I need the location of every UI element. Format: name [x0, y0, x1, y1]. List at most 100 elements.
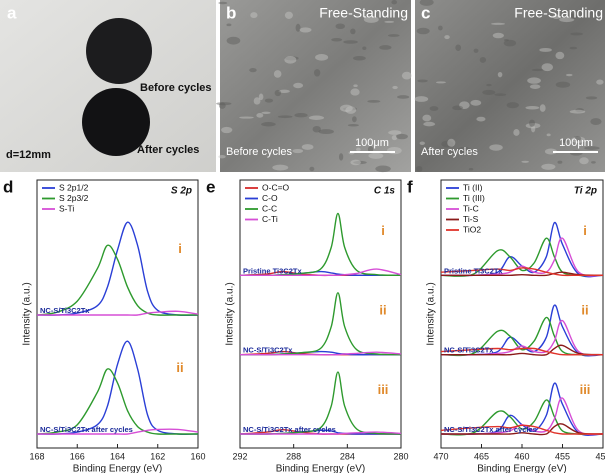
legend-label: S-Ti — [59, 203, 74, 213]
texture-spot — [277, 115, 293, 119]
texture-spot — [566, 73, 573, 77]
texture-spot — [482, 89, 496, 95]
texture-spot — [415, 165, 423, 172]
x-tick-label: 166 — [70, 451, 85, 461]
texture-spot — [226, 36, 241, 45]
spectrum-component — [240, 351, 402, 356]
spectrum-component — [441, 344, 604, 356]
texture-spot — [422, 114, 432, 122]
texture-spot — [419, 141, 425, 145]
texture-spot — [441, 140, 454, 148]
sample-label: Pristine Ti3C2Tx — [243, 266, 302, 275]
spectrum-component — [441, 271, 604, 277]
spectrum-label: ii — [379, 302, 386, 317]
panel-letter: e — [206, 177, 215, 196]
texture-spot — [340, 104, 353, 112]
x-tick-label: 460 — [514, 451, 529, 461]
disk-label: After cycles — [137, 144, 199, 156]
texture-spot — [521, 160, 530, 163]
x-axis-label: Binding Energy (eV) — [73, 464, 163, 473]
texture-spot — [318, 129, 334, 135]
y-axis-label: Intensity (a.u.) — [22, 282, 33, 345]
texture-spot — [313, 69, 321, 77]
spectrum-component — [440, 319, 604, 356]
spectrum-label: ii — [176, 360, 183, 375]
spectrum-component — [441, 423, 604, 436]
scale-label: 100μm — [355, 137, 389, 149]
legend-label: S 2p1/2 — [59, 182, 89, 192]
legend-label: Ti (III) — [463, 193, 485, 203]
texture-spot — [591, 161, 596, 164]
texture-spot — [293, 82, 304, 89]
spectrum-component — [36, 368, 198, 435]
x-tick-label: 450 — [595, 451, 605, 461]
texture-spot — [539, 47, 552, 52]
texture-spot — [492, 32, 505, 39]
texture-spot — [417, 79, 428, 83]
texture-spot — [452, 105, 464, 111]
texture-spot — [569, 46, 578, 50]
texture-spot — [529, 119, 535, 127]
texture-spot — [397, 95, 410, 99]
disk — [86, 18, 152, 84]
texture-spot — [284, 56, 297, 64]
texture-spot — [569, 13, 578, 20]
texture-spot — [273, 70, 282, 78]
x-tick-label: 292 — [232, 451, 247, 461]
texture-spot — [555, 51, 565, 60]
texture-spot — [572, 136, 581, 142]
texture-spot — [546, 133, 551, 137]
texture-spot — [596, 79, 604, 85]
texture-spot — [338, 153, 344, 161]
spectrum-component — [440, 424, 603, 435]
texture-spot — [476, 116, 486, 122]
spectrum-component — [440, 399, 604, 436]
panel-title: S 2p — [171, 186, 192, 197]
spectrum-component — [440, 267, 603, 277]
texture-spot — [552, 14, 561, 19]
texture-spot — [513, 129, 520, 136]
texture-spot — [274, 89, 282, 97]
x-tick-label: 164 — [110, 451, 125, 461]
texture-spot — [284, 56, 299, 61]
texture-spot — [570, 32, 583, 36]
legend-label: S 2p3/2 — [59, 193, 89, 203]
photo-title: Free-Standing — [514, 5, 603, 21]
x-tick-label: 455 — [555, 451, 570, 461]
texture-spot — [391, 0, 398, 5]
texture-spot — [218, 1, 228, 5]
texture-spot — [541, 63, 553, 72]
texture-spot — [253, 97, 261, 105]
texture-spot — [575, 108, 585, 113]
texture-spot — [489, 144, 503, 151]
legend-label: O-C=O — [262, 182, 290, 192]
texture-spot — [527, 77, 541, 84]
texture-spot — [301, 144, 314, 150]
texture-spot — [529, 84, 541, 89]
texture-spot — [250, 12, 258, 19]
panel-letter: f — [407, 177, 413, 196]
spectrum-label: i — [583, 223, 587, 238]
texture-spot — [353, 160, 367, 165]
texture-spot — [423, 121, 436, 127]
texture-spot — [384, 20, 395, 23]
texture-spot — [249, 68, 257, 73]
texture-spot — [388, 130, 402, 135]
photo-title: Free-Standing — [319, 5, 408, 21]
x-axis-label: Binding Energy (eV) — [477, 464, 567, 473]
texture-spot — [312, 125, 321, 133]
texture-spot — [239, 116, 254, 119]
texture-spot — [419, 0, 434, 6]
texture-spot — [525, 106, 540, 110]
texture-spot — [470, 99, 482, 106]
legend-label: TiO2 — [463, 224, 481, 234]
legend-label: Ti-S — [463, 214, 479, 224]
texture-spot — [486, 83, 492, 87]
texture-spot — [569, 109, 586, 114]
sample-label: NC-S/Ti3C2Tx after cycles — [243, 425, 336, 434]
sample-label: NC-S/Ti3C2Tx — [243, 346, 293, 355]
disk — [82, 88, 150, 156]
texture-spot — [258, 93, 264, 101]
legend-label: Ti-C — [463, 203, 479, 213]
texture-spot — [350, 28, 356, 35]
